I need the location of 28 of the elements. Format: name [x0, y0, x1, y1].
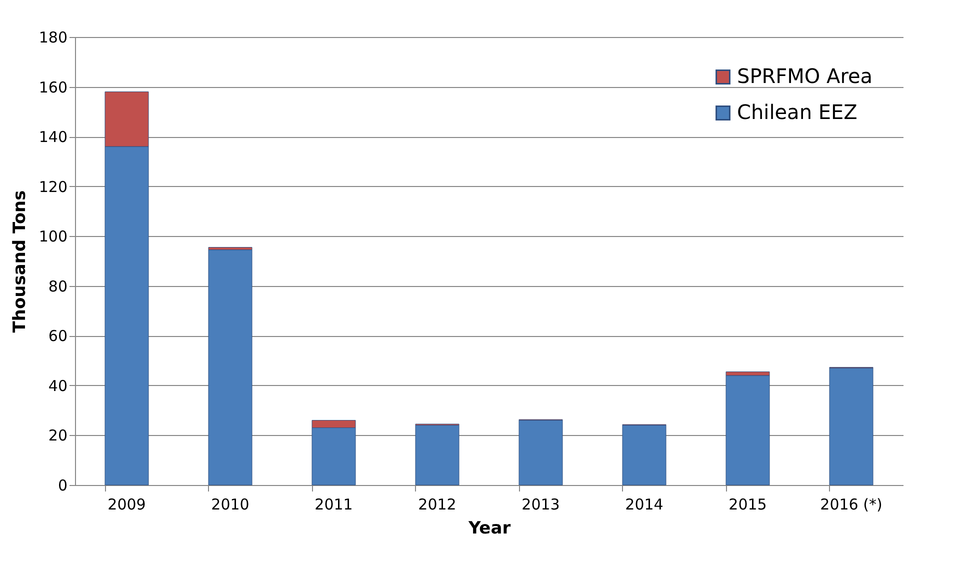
y-tick-label: 140	[38, 128, 68, 146]
y-tick-label: 160	[38, 78, 68, 96]
y-tick-label: 180	[38, 28, 68, 46]
bar	[829, 368, 874, 486]
bar	[415, 425, 460, 486]
y-tick-label: 80	[48, 277, 68, 296]
x-tick-label: 2011	[314, 496, 353, 514]
x-tick-label: 2010	[211, 496, 250, 514]
x-tick-label: 2014	[625, 496, 664, 514]
y-tick-label: 120	[38, 178, 68, 196]
x-tick-label: 2016 (*)	[820, 496, 882, 514]
x-tick-label: 2009	[108, 496, 146, 514]
bar	[518, 420, 563, 486]
y-tick-label: 100	[38, 228, 68, 246]
y-axis-title: Thousand Tons	[10, 190, 30, 333]
x-axis-title: Year	[467, 518, 512, 538]
x-tick-label: 2015	[728, 496, 767, 514]
legend-label: SPRFMO Area	[737, 64, 873, 88]
bar	[208, 250, 252, 486]
bar	[726, 375, 770, 486]
legend-label: Chilean EEZ	[737, 100, 858, 124]
bar	[622, 425, 666, 486]
y-tick-label: 20	[48, 426, 68, 445]
x-tick-label: 2012	[418, 496, 456, 514]
y-tick-label: 40	[48, 376, 68, 395]
x-tick-label: 2013	[522, 496, 560, 514]
y-tick-label: 60	[48, 327, 68, 346]
y-tick-label: 0	[58, 476, 68, 494]
